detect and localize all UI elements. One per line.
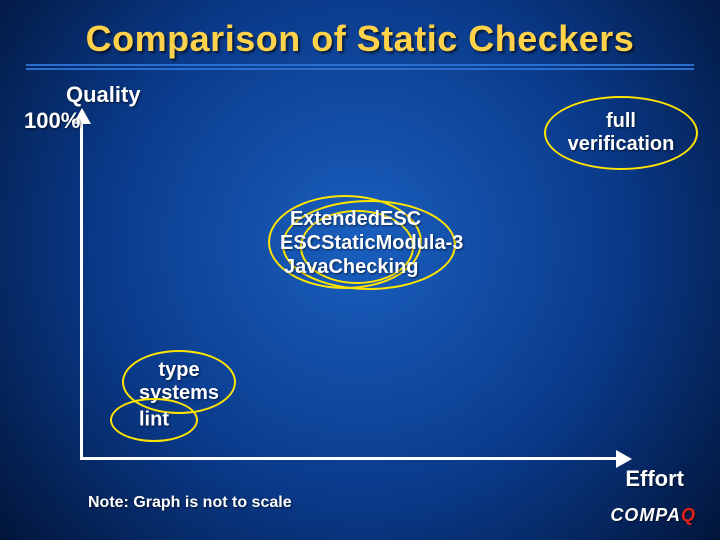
y-axis-label: Quality <box>66 82 141 108</box>
y-axis <box>80 120 83 460</box>
x-axis <box>80 457 620 460</box>
cluster-text-line3: JavaChecking <box>284 256 419 279</box>
logo-accent: Q <box>681 505 696 525</box>
ellipse-full-verification-label: fullverification <box>568 110 675 156</box>
cluster-text-line2: ESCStaticModula-3 <box>280 232 463 255</box>
ellipse-lint-label: lint <box>139 409 169 432</box>
x-axis-label: Effort <box>625 466 684 492</box>
compaq-logo: COMPAQ <box>610 505 696 526</box>
cluster-text-line1: ExtendedESC <box>290 208 421 231</box>
slide-root: Comparison of Static Checkers Quality 10… <box>0 0 720 540</box>
y-axis-max-label: 100% <box>24 108 80 134</box>
slide-title: Comparison of Static Checkers <box>0 18 720 60</box>
ellipse-full-verification: fullverification <box>544 96 698 170</box>
ellipse-lint: lint <box>110 398 198 442</box>
logo-text: COMPA <box>610 505 681 525</box>
title-underline <box>26 64 694 72</box>
scale-note: Note: Graph is not to scale <box>88 494 292 512</box>
